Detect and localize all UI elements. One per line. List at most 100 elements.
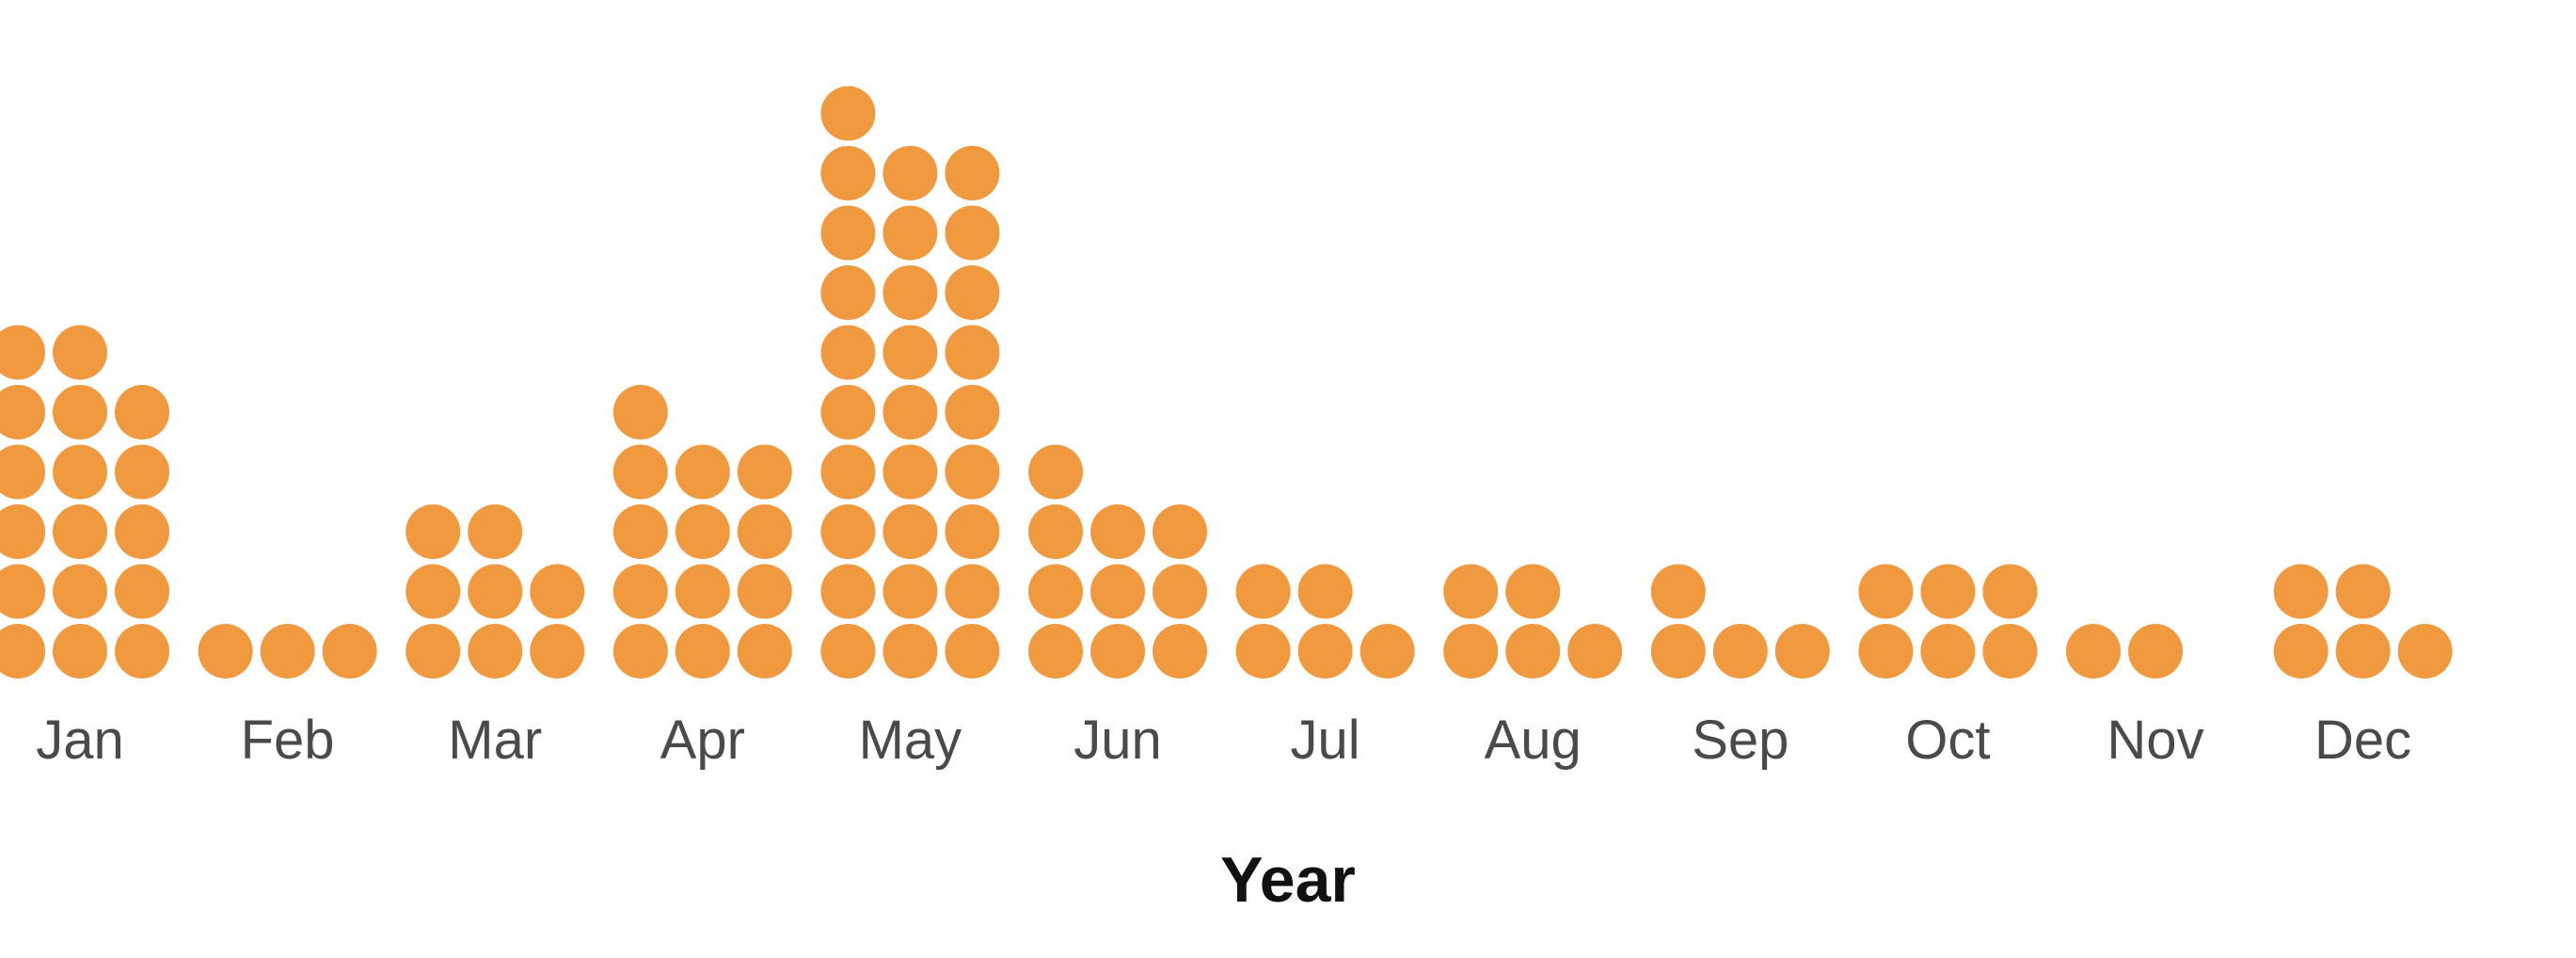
tick-label-oct: Oct	[1905, 710, 1990, 771]
dot-may	[883, 146, 938, 200]
dot-feb	[198, 624, 253, 679]
dot-sep	[1650, 564, 1706, 619]
dot-jan	[53, 624, 107, 679]
dot-apr	[737, 564, 792, 619]
dot-may	[883, 265, 938, 320]
dot-may	[883, 325, 938, 380]
dot-apr	[675, 564, 730, 619]
dot-apr	[737, 504, 792, 559]
dot-apr	[737, 624, 792, 679]
dot-feb	[322, 624, 377, 679]
dot-jan	[53, 325, 107, 380]
month-labels: Jan Feb Mar Apr May Jun Jul Aug Sep Oct Nov Dec	[36, 710, 2411, 771]
dot-may	[883, 385, 938, 439]
dot-dec	[2273, 564, 2329, 619]
x-axis-title: Year	[1220, 844, 1356, 916]
dot-jan	[0, 624, 45, 679]
dot-jun	[1153, 624, 1207, 679]
dot-nov	[2128, 624, 2183, 679]
dot-apr	[612, 385, 668, 439]
dot-jan	[0, 444, 45, 500]
dot-may	[820, 146, 876, 200]
dot-may	[945, 504, 1000, 559]
dot-apr	[675, 504, 730, 559]
tick-label-nov: Nov	[2107, 710, 2203, 771]
dot-feb	[260, 624, 315, 679]
dot-may	[820, 265, 876, 320]
dot-may	[883, 564, 938, 619]
dot-dec	[2397, 624, 2453, 679]
dot-may	[820, 325, 876, 380]
dot-mar	[468, 564, 523, 619]
dot-may	[945, 624, 1000, 679]
dot-jun	[1028, 504, 1083, 559]
dot-aug	[1443, 624, 1499, 679]
dot-aug	[1443, 564, 1499, 619]
tick-label-dec: Dec	[2314, 710, 2411, 771]
dot-sep	[1712, 624, 1768, 679]
dot-may	[945, 146, 1000, 200]
dot-may	[820, 504, 876, 559]
dot-apr	[737, 444, 792, 500]
dot-may	[883, 444, 938, 500]
dot-may	[883, 504, 938, 559]
dot-oct	[1858, 624, 1914, 679]
dot-oct	[1920, 564, 1976, 619]
tick-label-apr: Apr	[660, 710, 745, 771]
dot-may	[820, 86, 876, 141]
dot-jun	[1028, 624, 1083, 679]
dot-jul	[1297, 564, 1353, 619]
dot-aug	[1505, 624, 1561, 679]
tick-label-jul: Jul	[1291, 710, 1360, 771]
dot-apr	[675, 444, 730, 500]
dot-oct	[1982, 624, 2038, 679]
dot-dec	[2273, 624, 2329, 679]
dot-jun	[1153, 504, 1207, 559]
dot-jun	[1090, 564, 1145, 619]
dot-aug	[1505, 564, 1561, 619]
dot-may	[945, 385, 1000, 439]
dot-apr	[612, 564, 668, 619]
dot-jan	[0, 504, 45, 559]
dot-mar	[530, 564, 585, 619]
dot-may	[945, 205, 1000, 261]
dot-oct	[1920, 624, 1976, 679]
dot-jun	[1153, 564, 1207, 619]
dot-jan	[53, 504, 107, 559]
tick-label-may: May	[859, 710, 962, 771]
dot-jan	[115, 624, 169, 679]
dot-jan	[115, 444, 169, 500]
tick-label-feb: Feb	[241, 710, 335, 771]
dots-layer	[0, 86, 2453, 679]
dot-mar	[405, 624, 461, 679]
dot-jan	[53, 444, 107, 500]
dot-jun	[1028, 564, 1083, 619]
dot-may	[820, 385, 876, 439]
dot-apr	[612, 624, 668, 679]
dot-sep	[1774, 624, 1830, 679]
dot-jan	[0, 564, 45, 619]
dot-oct	[1858, 564, 1914, 619]
dot-jun	[1090, 504, 1145, 559]
tick-label-aug: Aug	[1485, 710, 1582, 771]
tick-label-jan: Jan	[36, 710, 124, 771]
dot-may	[820, 444, 876, 500]
dot-apr	[612, 444, 668, 500]
dot-aug	[1567, 624, 1623, 679]
dot-jul	[1360, 624, 1415, 679]
dot-mar	[468, 624, 523, 679]
dot-may	[945, 564, 1000, 619]
tick-label-jun: Jun	[1073, 710, 1162, 771]
dot-oct	[1982, 564, 2038, 619]
dot-jan	[115, 385, 169, 439]
dot-may	[820, 624, 876, 679]
dot-may	[883, 205, 938, 261]
dot-jul	[1235, 564, 1291, 619]
dot-may	[883, 624, 938, 679]
dot-may	[820, 205, 876, 261]
dot-mar	[468, 504, 523, 559]
dot-apr	[612, 504, 668, 559]
dot-jul	[1235, 624, 1291, 679]
dot-jan	[0, 385, 45, 439]
